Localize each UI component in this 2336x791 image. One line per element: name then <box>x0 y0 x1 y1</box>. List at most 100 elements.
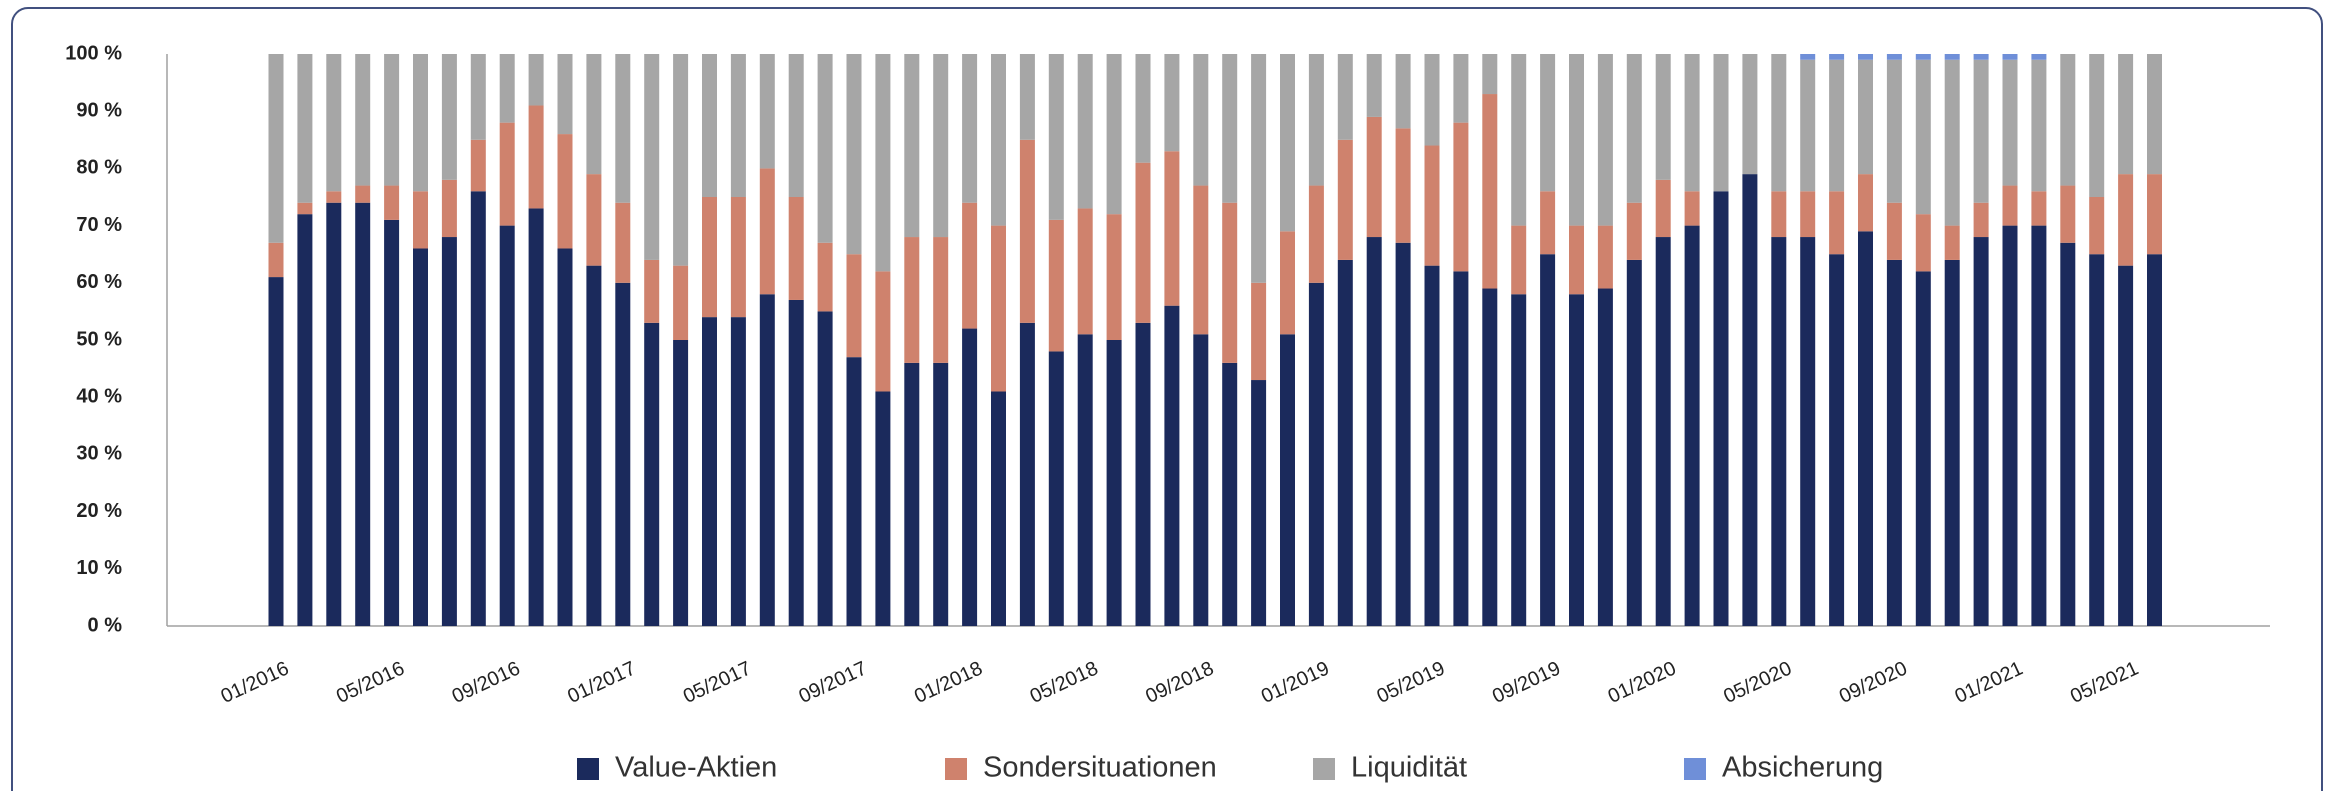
bar-segment <box>1308 185 1324 283</box>
x-tick-label: 09/2020 <box>1836 657 1911 707</box>
bar-segment <box>1280 334 1295 626</box>
bar-segment <box>2031 59 2047 192</box>
bar-segment <box>1337 259 1353 626</box>
bar-segment <box>1655 54 1671 180</box>
bar-segment <box>904 54 920 238</box>
bar-segment <box>730 317 746 626</box>
bar-segment <box>1597 54 1613 226</box>
bar-segment <box>297 202 313 215</box>
x-tick-label: 01/2016 <box>218 657 293 707</box>
legend-label: Sondersituationen <box>983 752 1217 784</box>
bar-segment <box>846 54 862 255</box>
x-tick-label: 01/2020 <box>1605 657 1680 707</box>
bar-segment <box>557 248 573 627</box>
bar-segment <box>673 265 689 340</box>
bar-segment <box>1626 54 1642 203</box>
bar-segment <box>1800 191 1816 238</box>
bar-segment <box>904 237 920 363</box>
bar-segment <box>962 202 978 329</box>
bar-segment <box>1829 59 1845 192</box>
bar-segment <box>1742 54 1758 175</box>
bar-segment <box>1540 54 1556 192</box>
bar-segment <box>2060 242 2076 626</box>
bar-segment <box>644 259 660 323</box>
bar-segment <box>1251 54 1267 283</box>
bar-segment <box>326 202 342 626</box>
bar-segment <box>441 54 457 180</box>
bar-segment <box>1106 340 1122 626</box>
bar-segment <box>499 54 515 123</box>
bar-segment <box>1424 145 1440 266</box>
bar-segment <box>413 248 428 627</box>
bar-segment <box>1626 259 1642 626</box>
bar-segment <box>1164 151 1180 306</box>
bar-segment <box>1858 231 1873 626</box>
bar-segment <box>817 54 833 243</box>
bar-segment <box>1886 259 1902 626</box>
bar-segment <box>702 197 717 318</box>
bar-segment <box>1482 94 1498 289</box>
legend-label: Absicherung <box>1722 752 1883 784</box>
bar-segment <box>1193 185 1209 335</box>
legend-swatch <box>577 758 599 780</box>
bar-segment <box>297 214 313 626</box>
bar-segment <box>413 54 428 192</box>
bar-segment <box>788 197 804 300</box>
bar-segment <box>1944 259 1960 626</box>
bar-segment <box>1135 54 1151 163</box>
legend-swatch <box>945 758 967 780</box>
bar-segment <box>933 362 949 626</box>
bar-segment <box>1713 54 1729 192</box>
bar-segment <box>1800 237 1816 627</box>
bar-segment <box>268 277 284 626</box>
bar-segment <box>384 54 400 186</box>
bar-segment <box>702 54 717 197</box>
bar-segment <box>2089 197 2105 255</box>
x-tick-label: 05/2020 <box>1720 657 1795 707</box>
bar-segment <box>991 225 1006 392</box>
bar-segment <box>268 242 284 278</box>
bar-segment <box>470 139 486 192</box>
bar-segment <box>1944 59 1960 226</box>
bar-segment <box>499 122 515 226</box>
bar-segment <box>1771 191 1787 238</box>
frame <box>11 7 2323 791</box>
bar-segment <box>1366 54 1382 117</box>
bar-segment <box>1106 54 1122 215</box>
bar-segment <box>2118 174 2134 266</box>
bar-segment <box>1077 54 1093 209</box>
bar-segment <box>1829 254 1845 626</box>
x-tick-label: 05/2018 <box>1027 657 1102 707</box>
bar-segment <box>1655 179 1671 238</box>
bar-segment <box>644 54 660 260</box>
bar-segment <box>962 54 978 203</box>
x-tick-label: 05/2021 <box>2067 657 2142 707</box>
bar-segment <box>557 134 573 249</box>
bar-segment <box>470 54 486 140</box>
bar-segment <box>326 191 342 203</box>
y-tick-label: 70 % <box>76 214 122 236</box>
bar-segment <box>759 54 775 169</box>
bar-segment <box>355 185 371 203</box>
bar-segment <box>2147 174 2162 255</box>
bar-segment <box>1019 139 1035 323</box>
bar-segment <box>1019 54 1035 140</box>
bar-segment <box>1973 59 1989 203</box>
bar-segment <box>817 242 833 312</box>
x-tick-label: 09/2018 <box>1142 657 1217 707</box>
bar-segment <box>1626 202 1642 260</box>
bar-segment <box>2147 54 2162 175</box>
bar-segment <box>2089 54 2105 197</box>
bar-segment <box>1366 237 1382 627</box>
bar-segment <box>615 282 631 626</box>
bar-segment <box>1858 174 1873 232</box>
bar-segment <box>1655 237 1671 627</box>
bar-segment <box>1915 214 1931 272</box>
y-tick-label: 60 % <box>76 271 122 293</box>
x-tick-label: 01/2017 <box>564 657 639 707</box>
bar-segment <box>933 237 949 363</box>
bar-segment <box>1251 380 1267 626</box>
bar-segment <box>1569 54 1584 226</box>
bar-segment <box>673 340 689 626</box>
bar-segment <box>1684 225 1700 626</box>
